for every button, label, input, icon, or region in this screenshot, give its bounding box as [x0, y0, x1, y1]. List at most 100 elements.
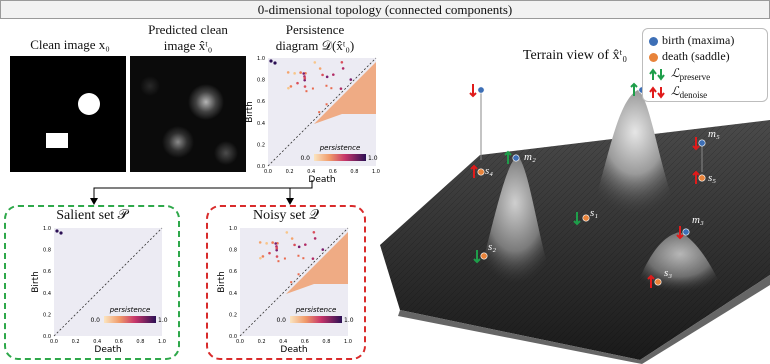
legend-denoise: ℒdenoise — [649, 83, 707, 100]
red-arrows-icon — [649, 86, 665, 99]
pd-noisy-noise-point — [304, 243, 307, 246]
pd-main-noise-point — [305, 90, 308, 93]
terrain-point-s4 — [477, 168, 485, 176]
pd-noisy-xtick: 0.2 — [258, 339, 266, 345]
pd-salient-cbar-max: 1.0 — [158, 317, 168, 324]
pd-noisy-noise-point — [265, 242, 268, 245]
persistence-diagram-salient: persistence 0.0 1.0 0.0 0.2 0.4 0.6 0.8 1.0 0.… — [30, 224, 170, 355]
pd-main-xtick: 0.0 — [264, 169, 272, 175]
pd-noisy-noise-point — [258, 241, 262, 244]
up-arrow-icon — [630, 82, 638, 96]
legend: birth (maxima) death (saddle) ℒpreserve … — [642, 28, 768, 102]
pd-noisy-noise-point — [312, 230, 316, 234]
pd-main-noise-point — [325, 75, 329, 79]
pd-noisy-xtick: 0.0 — [236, 339, 244, 345]
terrain-point-s3 — [654, 278, 662, 286]
down-arrow-icon — [473, 250, 481, 264]
pd-main-noise-point — [302, 72, 306, 75]
predicted-image-label-2: image x̂ᵗ₀ — [163, 38, 213, 53]
terrain-label-s1: s₁ — [590, 207, 598, 219]
legend-preserve-sub: preserve — [679, 72, 711, 82]
pd-salient-xtick: 0.2 — [72, 339, 80, 345]
pd-noisy-noise-point — [297, 273, 300, 276]
terrain-point-s5 — [698, 174, 706, 182]
down-arrow-icon — [676, 226, 684, 240]
terrain-label-m2: m₂ — [524, 151, 536, 163]
pd-main-noise-point — [321, 73, 324, 77]
pd-label-1: Persistence — [285, 22, 345, 37]
pd-noisy-xtick: 0.6 — [301, 339, 309, 345]
up-arrow-icon — [647, 274, 655, 288]
pd-main-noise-point — [313, 61, 317, 64]
pd-main-ytick: 0.6 — [257, 99, 265, 105]
pd-noisy-ytick: 0.2 — [229, 312, 237, 318]
pd-noisy-svg: persistence 0.0 1.0 0.0 0.2 0.4 0.6 0.8 1.0 0.… — [217, 226, 354, 355]
pd-noisy-cbar-max: 1.0 — [344, 317, 354, 324]
pd-noisy-noise-point — [261, 255, 265, 258]
terrain-view: m₁m₂m₃m₄m₅s₁s₂s₃s₄s₅ — [380, 79, 770, 364]
pd-main-noise-point — [318, 67, 322, 70]
pd-salient-ytick: 0.4 — [43, 291, 51, 297]
pd-main-noise-point — [286, 71, 290, 74]
pd-salient-ytick: 0.8 — [43, 248, 51, 254]
pd-main-noise-point — [349, 78, 353, 81]
terrain-peak-m2 — [475, 156, 555, 290]
pd-salient-xtick: 0.8 — [136, 339, 144, 345]
pd-main-noise-point — [289, 85, 293, 88]
predicted-image — [130, 56, 246, 172]
pd-noisy-xtick: 1.0 — [344, 339, 352, 345]
pd-salient-xtick: 0.0 — [50, 339, 58, 345]
pd-noisy-noise-point — [268, 251, 271, 255]
terrain-label-s3: s₃ — [664, 267, 672, 279]
pd-noisy-noise-point — [311, 257, 315, 260]
pd-salient-xtick: 0.4 — [93, 339, 101, 345]
noisy-set-label: Noisy set 𝒬 — [252, 208, 320, 223]
pd-noisy-noise-point — [321, 248, 325, 251]
pd-salient-ytick: 1.0 — [43, 226, 51, 232]
pd-noisy-xlabel: Death — [280, 345, 307, 354]
pd-main-noise-point — [303, 78, 306, 82]
up-arrow-icon — [692, 170, 700, 184]
pd-noisy-noise-point — [302, 257, 305, 260]
figure-banner: 0-dimensional topology (connected compon… — [0, 0, 770, 19]
pd-main-salient-point — [269, 59, 273, 63]
pd-main-cbar-min: 0.0 — [300, 155, 310, 162]
pd-main-cbar-label: persistence — [319, 144, 361, 152]
up-arrow-icon — [470, 164, 478, 178]
pd-noisy-noise-point — [290, 281, 293, 284]
pd-noisy-noise-point — [275, 248, 278, 252]
pd-salient-xtick: 1.0 — [158, 339, 166, 345]
predicted-image-label-1: Predicted clean — [148, 22, 228, 37]
legend-birth: birth (maxima) — [649, 32, 734, 48]
pd-noisy-ylabel: Birth — [217, 271, 227, 293]
pd-main-noise-point — [303, 76, 307, 80]
legend-preserve: ℒpreserve — [649, 65, 711, 82]
pd-main-xtick: 0.8 — [350, 169, 358, 175]
pd-salient-svg: persistence 0.0 1.0 0.0 0.2 0.4 0.6 0.8 1.0 0.… — [31, 226, 168, 355]
pd-main-ytick: 0.4 — [257, 121, 265, 127]
legend-preserve-symbol: ℒ — [671, 66, 680, 80]
pd-salient-ytick: 0.0 — [43, 334, 51, 340]
down-arrow-icon — [692, 137, 700, 151]
terrain-label-s5: s₅ — [708, 172, 716, 184]
pd-main-noise-point — [325, 84, 328, 87]
pd-noisy-xtick: 0.8 — [322, 339, 330, 345]
pd-main-ytick: 0.8 — [257, 78, 265, 84]
clean-blob-circle — [78, 93, 100, 115]
terrain-label-s2: s₂ — [488, 241, 496, 253]
terrain-point-m4 — [477, 86, 485, 94]
pd-main-xtick: 0.2 — [286, 169, 294, 175]
pd-noisy-noise-point — [277, 260, 280, 263]
clean-image — [10, 56, 126, 172]
noisy-set-box — [206, 205, 366, 360]
legend-birth-label: birth (maxima) — [662, 33, 735, 47]
pd-main-noise-point — [341, 67, 345, 70]
legend-death-label: death (saddle) — [662, 49, 730, 63]
terrain-label: Terrain view of x̂ᵗ₀ — [522, 48, 628, 63]
pd-salient-cbar-label: persistence — [109, 306, 151, 314]
terrain-label-s4: s₄ — [485, 165, 493, 177]
clean-image-label: Clean image x₀ — [30, 37, 110, 52]
terrain-point-s1 — [582, 214, 590, 222]
pd-main-svg: persistence 0.0 1.0 0.0 0.2 0.4 0.6 0.8 1.0 0.… — [245, 56, 380, 185]
green-arrows-icon — [649, 68, 665, 81]
